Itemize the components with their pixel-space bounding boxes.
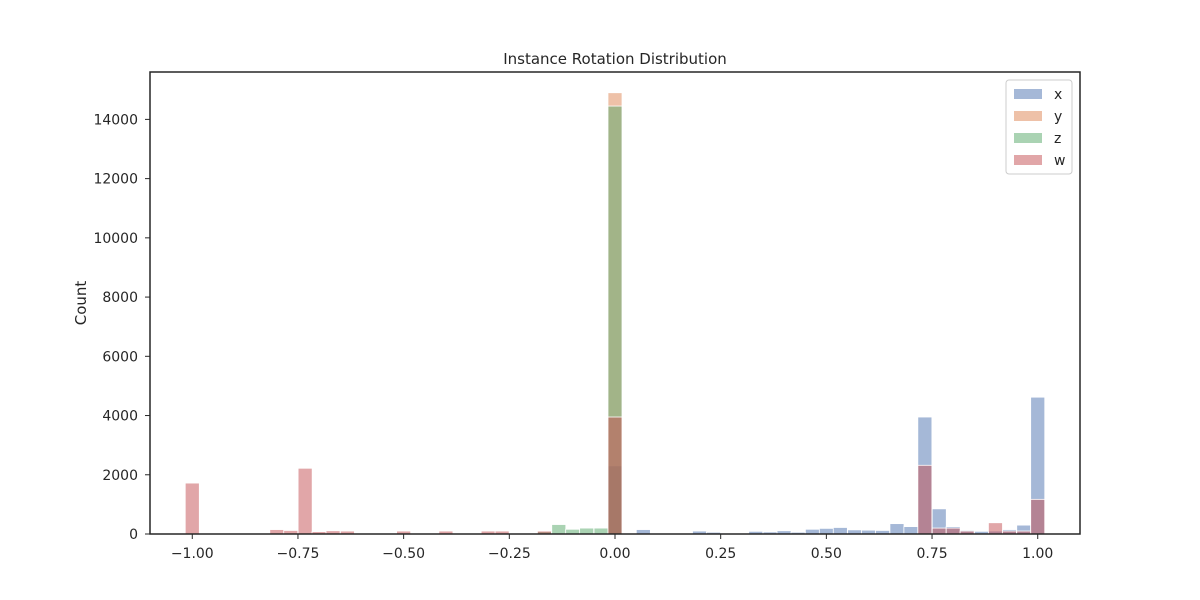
x-tick-label: 1.00 [1022, 546, 1053, 562]
bar-w-17 [988, 522, 1003, 535]
bar-w-0 [184, 482, 200, 535]
legend-swatch-z [1014, 133, 1042, 143]
legend-swatch-y [1014, 111, 1042, 121]
chart-title: Instance Rotation Distribution [503, 50, 727, 68]
y-tick-label: 6000 [102, 349, 138, 365]
x-tick-label: 0.25 [705, 546, 736, 562]
y-tick-label: 12000 [93, 172, 138, 188]
legend-swatch-x [1014, 89, 1042, 99]
bar-w-13 [917, 464, 933, 535]
plot-frame [149, 71, 1081, 535]
legend-label-w: w [1054, 153, 1065, 169]
y-axis-label: Count [72, 281, 90, 326]
y-tick-label: 10000 [93, 231, 138, 247]
legend-box [1005, 79, 1073, 175]
bars-layer [184, 92, 1046, 535]
legend-swatch-w [1014, 155, 1042, 165]
y-tick-label: 8000 [102, 290, 138, 306]
legend-label-x: x [1054, 87, 1062, 103]
bar-w-12 [607, 416, 623, 535]
bar-z-1 [551, 524, 567, 535]
x-tick-label: −0.25 [488, 546, 531, 562]
x-tick-label: 0.50 [811, 546, 842, 562]
x-tick-label: −1.00 [171, 546, 214, 562]
bar-w-14 [931, 527, 947, 535]
x-tick-label: −0.50 [382, 546, 425, 562]
bar-w-3 [297, 467, 313, 535]
bar-z-4 [593, 527, 609, 535]
bar-x-10 [832, 527, 848, 535]
y-tick-label: 4000 [102, 409, 138, 425]
legend-label-z: z [1054, 131, 1061, 147]
bar-w-20 [1030, 498, 1046, 535]
bar-z-3 [579, 527, 595, 535]
legend-label-y: y [1054, 109, 1062, 125]
y-tick-label: 14000 [93, 112, 138, 128]
ticks-layer: −1.00 −0.75 −0.50 −0.25 0.00 0.25 0.50 0.75 1.00… [93, 112, 1053, 562]
y-tick-label: 0 [129, 527, 138, 543]
bar-x-9 [818, 527, 834, 535]
y-tick-label: 2000 [102, 468, 138, 484]
x-tick-label: 0.00 [599, 546, 630, 562]
x-tick-label: −0.75 [277, 546, 320, 562]
bar-x-14 [889, 523, 905, 535]
bar-x-15 [903, 526, 919, 535]
x-tick-label: 0.75 [916, 546, 947, 562]
bar-w-15 [945, 527, 961, 535]
